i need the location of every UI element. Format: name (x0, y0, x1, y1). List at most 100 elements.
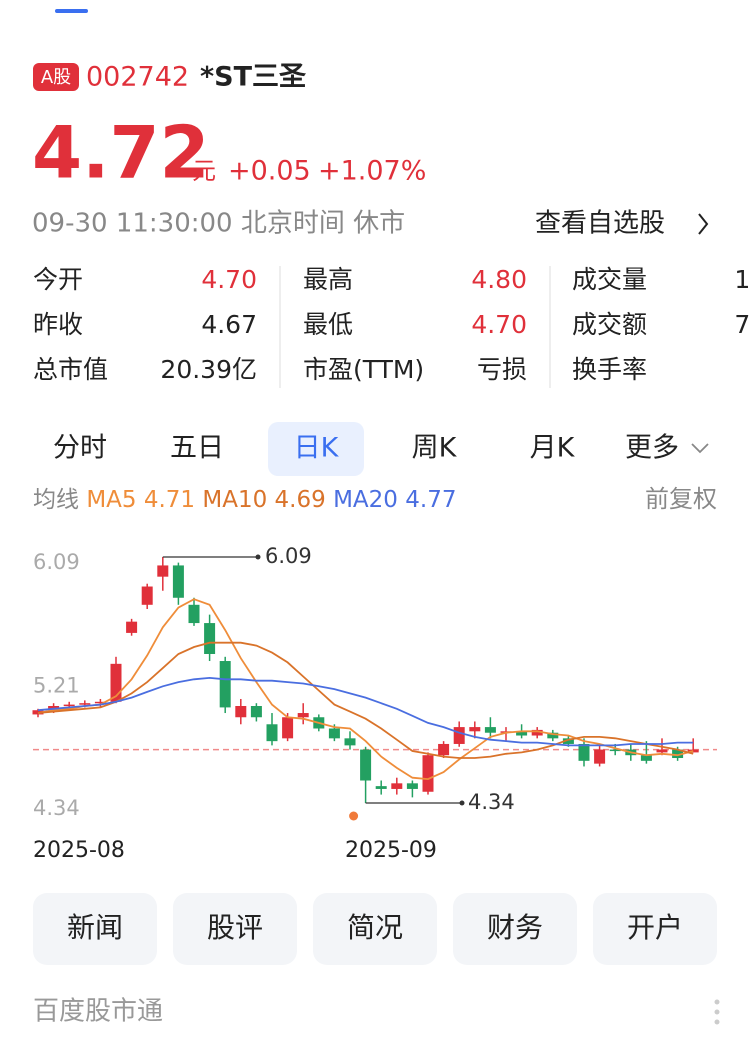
button-label[interactable]: 简况 (347, 911, 403, 944)
legend-value: 4.69 (275, 487, 326, 513)
button-bg[interactable] (33, 893, 157, 965)
date-label: 2025-08 (33, 838, 125, 863)
high-label: 6.09 (265, 544, 312, 568)
tab[interactable]: 日K (294, 433, 340, 464)
market: A股 (41, 67, 71, 88)
candle-body (562, 738, 574, 744)
candle-body (391, 783, 403, 789)
candle-body (656, 749, 668, 753)
candle-body (609, 749, 621, 752)
candle-body (594, 749, 606, 764)
stat-value: 723. (734, 310, 750, 339)
stat-value: 20.39亿 (160, 355, 257, 384)
candle-body (157, 565, 169, 577)
candle-body (640, 755, 652, 761)
candle-body (360, 749, 372, 781)
candle-body (375, 786, 387, 789)
candle-body (126, 621, 138, 633)
candle-body (672, 749, 684, 759)
low-dot (459, 800, 465, 806)
menu-dot (714, 1019, 720, 1025)
tab[interactable]: 分时 (53, 433, 107, 464)
candle-body (110, 663, 122, 702)
candle-body (406, 783, 418, 789)
button-bg[interactable] (313, 893, 437, 965)
candle-body (266, 724, 278, 742)
candle-body (484, 727, 496, 733)
legend-value: 4.71 (144, 487, 195, 513)
candle-body (328, 728, 340, 739)
candle-body (172, 565, 184, 598)
stat-value: 4.80 (471, 265, 527, 294)
candle-body (453, 727, 465, 744)
button-label[interactable]: 财务 (487, 911, 543, 944)
candle-body (547, 732, 559, 739)
legend-title: 均线 (33, 487, 79, 513)
stat-label: 最低 (303, 310, 353, 339)
candle-body (79, 703, 91, 705)
stat-label: 成交量 (572, 265, 647, 294)
more-arrow (691, 443, 709, 454)
candle-body (469, 727, 481, 732)
candle-body (297, 713, 309, 718)
button-bg[interactable] (593, 893, 717, 965)
stat-label: 成交额 (572, 310, 647, 339)
y-tick-label: 4.34 (33, 796, 80, 820)
stat-label: 今开 (33, 265, 83, 294)
tabs: 分时 五日 日K 周K 月K 更多 (53, 433, 679, 464)
change-pct: +1.07% (318, 156, 426, 187)
legend: 均线 MA5 4.71 MA10 4.69 MA20 4.77 (33, 487, 456, 513)
legend-name: MA5 (86, 487, 136, 513)
watchlist-link[interactable]: 查看自选股 (535, 209, 665, 239)
adjust: 前复权 (645, 485, 717, 513)
candle-body (94, 701, 106, 704)
button-label[interactable]: 股评 (207, 911, 263, 944)
tab[interactable]: 五日 (170, 433, 224, 464)
event-dot (349, 811, 359, 821)
button-label[interactable]: 新闻 (67, 911, 123, 944)
candle-body (63, 704, 75, 707)
tab[interactable]: 更多 (625, 433, 679, 464)
stat-value: 亏损 (477, 355, 527, 384)
market-badge (33, 63, 79, 91)
ma-line (37, 676, 694, 747)
button-bg[interactable] (173, 893, 297, 965)
price: 4.72 (32, 111, 210, 195)
stat-label: 最高 (303, 265, 353, 294)
y-tick-label: 5.21 (33, 674, 80, 698)
button-label[interactable]: 开户 (627, 911, 683, 944)
price-unit: 元 (192, 157, 216, 185)
kline-chart: 6.09 5.21 4.34 6.09 4.34 2025-08 2025-09 (32, 544, 717, 863)
button-bg[interactable] (453, 893, 577, 965)
y-tick-label: 6.09 (33, 550, 80, 574)
legend-name: MA20 (333, 487, 398, 513)
candle-body (344, 738, 356, 746)
candle-body (250, 706, 262, 718)
stat-value: 1.53 (734, 265, 750, 294)
buttons: 新闻 股评 简况 财务 开户 (33, 893, 717, 965)
candle-body (516, 731, 528, 736)
stats: 今开 4.70 最高 4.80 成交量 1.53 昨收 4.67 最低 4.70 成交额 723. 总市… (33, 265, 750, 384)
candle-body (282, 717, 294, 739)
stat-label: 总市值 (33, 355, 108, 384)
stat-value: 4.67 (201, 310, 257, 339)
candle-body (204, 623, 216, 654)
ma-legend: 均线 MA5 4.71 MA10 4.69 MA20 4.77 (33, 487, 456, 513)
chevron (698, 213, 709, 235)
candle-body (438, 743, 450, 756)
tab-indicator (55, 9, 88, 13)
candle-body (531, 729, 543, 736)
stock-code: 002742 (86, 62, 189, 93)
stat-value: 4.70 (471, 310, 527, 339)
stock-name: *ST三圣 (200, 62, 307, 93)
candle-body (219, 661, 231, 708)
low-label: 4.34 (468, 790, 515, 814)
tab[interactable]: 月K (530, 433, 576, 464)
candle-body (188, 604, 200, 624)
change: +0.05 (228, 156, 311, 187)
candle-body (687, 749, 699, 753)
stat-value: 4.70 (201, 265, 257, 294)
tab[interactable]: 周K (412, 433, 458, 464)
legend-name: MA10 (202, 487, 267, 513)
